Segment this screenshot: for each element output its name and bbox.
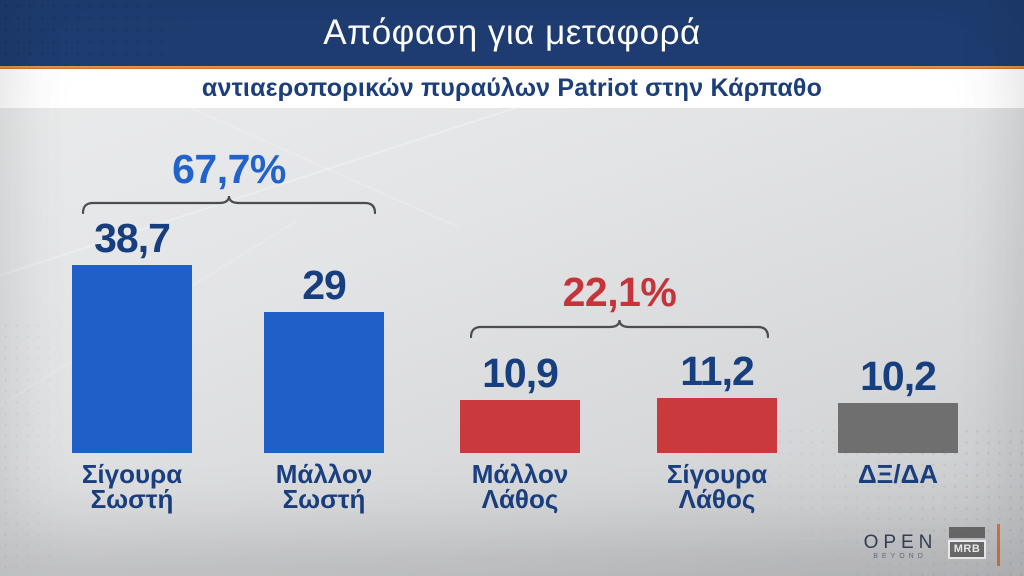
brace-icon <box>469 319 770 339</box>
group-brace <box>81 195 377 215</box>
bar <box>460 400 580 453</box>
bar-value-label: 38,7 <box>94 215 171 261</box>
subtitle-bar: αντιαεροπορικών πυραύλων Patriot στην Κά… <box>0 69 1024 108</box>
bar-category-label: ΔΞ/ΔΑ <box>857 459 939 489</box>
bar-value-label: 10,2 <box>860 353 937 399</box>
group-percent-label: 67,7% <box>172 146 286 192</box>
bar-category-label: Σίγουρα Σωστή <box>81 459 183 514</box>
bar-value-label: 11,2 <box>680 348 755 394</box>
mrb-logo: MRB <box>948 527 986 559</box>
bar-category-label: Μάλλον Σωστή <box>275 459 373 514</box>
mrb-logo-bar <box>949 527 985 538</box>
bar-value-label: 10,9 <box>482 350 559 396</box>
open-logo-subtext: BEYOND <box>873 553 927 560</box>
logo-divider-line <box>997 524 1000 566</box>
mrb-logo-text: MRB <box>953 543 981 555</box>
accent-rule <box>0 66 1024 69</box>
bar <box>72 265 192 453</box>
header-dot-pattern <box>0 0 260 66</box>
bar-category-label: Σίγουρα Λάθος <box>666 459 768 514</box>
group-percent-label: 22,1% <box>562 269 677 315</box>
brace-icon <box>81 195 377 215</box>
bar <box>657 398 777 453</box>
header-bar <box>0 0 1024 66</box>
bar-value-label: 29 <box>302 262 347 308</box>
mrb-logo-box: MRB <box>948 540 986 559</box>
bar <box>264 312 384 453</box>
open-tv-logo: OPEN BEYOND <box>856 533 940 561</box>
open-logo-text: OPEN <box>863 532 938 553</box>
page-title: Απόφαση για μεταφορά <box>323 13 701 52</box>
page-subtitle: αντιαεροπορικών πυραύλων Patriot στην Κά… <box>201 74 823 102</box>
bar <box>838 403 958 453</box>
group-brace <box>469 319 770 339</box>
bar-category-label: Μάλλον Λάθος <box>471 459 569 514</box>
